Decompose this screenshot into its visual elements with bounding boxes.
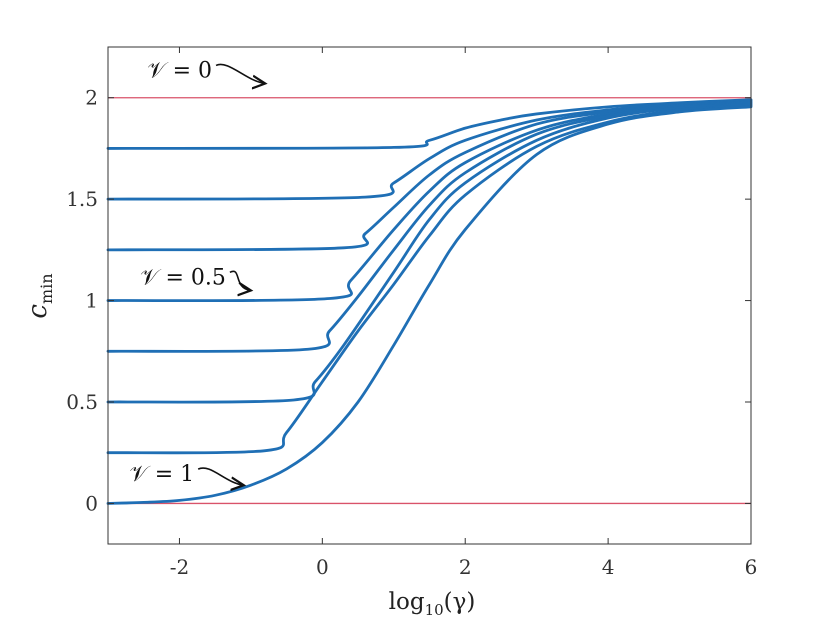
- series-line-3: [106, 101, 753, 303]
- x-tick-label: 4: [602, 555, 615, 579]
- annotation-label-1: 𝒱 = 0.5: [140, 265, 226, 290]
- series-line-4: [106, 102, 753, 353]
- y-tick-label: 1: [85, 289, 98, 313]
- series-line-7: [106, 105, 753, 505]
- axis-ticks: -2 0 2 4 6 0 0.5 1 1.5 2: [66, 47, 757, 579]
- x-tick-label: 2: [459, 555, 472, 579]
- series-line-5: [106, 103, 753, 404]
- annotation-arrow-0: [215, 63, 265, 83]
- y-tick-label: 1.5: [66, 187, 98, 211]
- axes-frame: [107, 46, 752, 545]
- series-line-0: [106, 98, 753, 150]
- annotation-label-2: 𝒱 = 1: [129, 462, 194, 487]
- y-tick-label: 2: [85, 86, 98, 110]
- annotation-arrow-1: [229, 270, 251, 290]
- x-axis-title: log10(γ): [389, 589, 476, 619]
- annotations: 𝒱 = 0 𝒱 = 0.5 𝒱 = 1: [129, 58, 265, 487]
- y-tick-label: 0: [85, 491, 98, 515]
- plot-area: [106, 97, 753, 505]
- annotation-label-0: 𝒱 = 0: [147, 58, 212, 83]
- x-tick-label: 6: [745, 555, 758, 579]
- x-tick-label: 0: [316, 555, 329, 579]
- series-line-2: [106, 100, 753, 252]
- y-tick-label: 0.5: [66, 390, 98, 414]
- annotation-arrow-2: [197, 467, 244, 485]
- y-axis-title: cmin: [23, 273, 56, 318]
- x-tick-label: -2: [170, 555, 189, 579]
- series-line-6: [106, 104, 753, 455]
